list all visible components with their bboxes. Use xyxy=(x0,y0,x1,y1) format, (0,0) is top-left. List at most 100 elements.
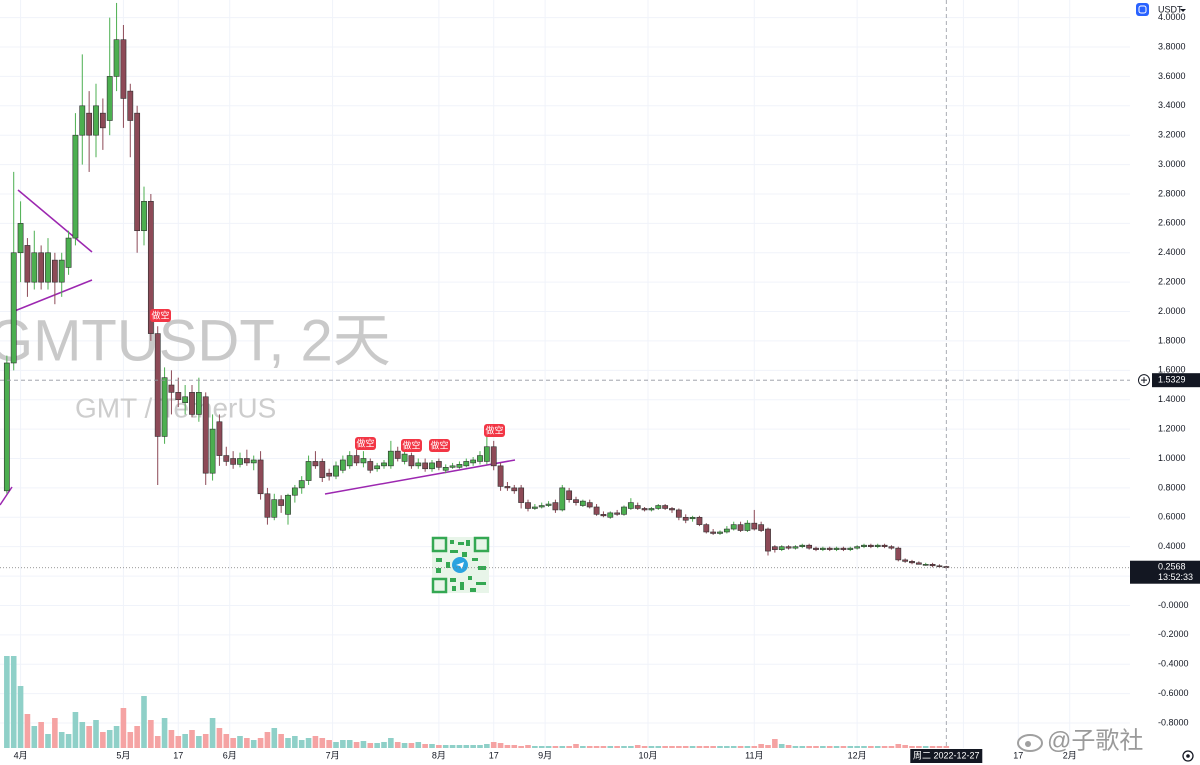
candle-body xyxy=(538,505,545,508)
y-tick-label: 4.0000 xyxy=(1158,12,1186,22)
volume-bar xyxy=(346,740,353,748)
x-tick-label: 12月 xyxy=(848,750,867,760)
y-tick-label: 1.6000 xyxy=(1158,365,1186,375)
volume-bar xyxy=(559,746,566,748)
volume-bar xyxy=(895,744,902,748)
last-price-badge xyxy=(1130,560,1200,584)
candle-body xyxy=(195,392,202,415)
volume-bar xyxy=(4,656,10,748)
volume-bar xyxy=(106,730,113,748)
candle-body xyxy=(360,458,367,464)
volume-bar xyxy=(518,746,524,748)
volume-bar xyxy=(737,746,744,748)
candle-body xyxy=(401,453,408,462)
candle-body xyxy=(31,252,38,283)
volume-bar xyxy=(154,736,161,748)
volume-bar xyxy=(182,734,188,748)
volume-bar xyxy=(573,744,579,748)
candle-body xyxy=(24,245,31,283)
volume-bar xyxy=(196,736,202,748)
volume-bar xyxy=(120,708,127,748)
candle-body xyxy=(429,462,435,470)
candle-body xyxy=(799,544,806,547)
x-tick-label: 11月 xyxy=(745,750,763,760)
volume-bar xyxy=(72,712,79,748)
candle-body xyxy=(765,528,771,552)
signal-label: 做空 xyxy=(485,424,503,435)
volume-bar xyxy=(10,656,17,748)
y-tick-label: 2.0000 xyxy=(1158,306,1186,316)
candle-body xyxy=(861,544,867,547)
y-tick-label: 3.2000 xyxy=(1158,130,1186,140)
y-tick-label: 3.0000 xyxy=(1158,159,1186,169)
qr-modules xyxy=(436,540,486,592)
candle-body xyxy=(758,524,765,531)
candle-body xyxy=(483,446,490,462)
volume-bar xyxy=(17,686,24,748)
volume-bar xyxy=(340,740,346,748)
volume-bar xyxy=(744,746,751,748)
candle-body xyxy=(723,528,730,533)
volume-bar xyxy=(504,745,511,748)
volume-bar xyxy=(888,746,895,748)
volume-bar xyxy=(641,746,648,748)
candle-body xyxy=(778,546,785,550)
candle-body xyxy=(346,455,353,467)
candle-body xyxy=(655,505,662,509)
y-tick-label: 3.6000 xyxy=(1158,71,1186,81)
volume-bar xyxy=(929,746,936,748)
volume-bar xyxy=(881,746,888,748)
volume-bar xyxy=(717,746,723,748)
volume-bar xyxy=(148,720,154,748)
candle-body xyxy=(641,508,648,511)
currency-icon[interactable] xyxy=(1136,3,1149,16)
trend-line xyxy=(324,459,516,495)
candle-body xyxy=(477,455,483,462)
candle-body xyxy=(511,487,518,492)
trend-lines xyxy=(0,189,516,506)
y-tick-label: -0.6000 xyxy=(1158,688,1189,698)
currency-menu[interactable]: USDT xyxy=(1136,3,1186,16)
candle-body xyxy=(847,547,854,550)
candle-body xyxy=(333,465,339,477)
volume-bar xyxy=(730,746,737,748)
volume-bar xyxy=(936,746,943,748)
signal-label: 做空 xyxy=(402,439,420,450)
volume-bar xyxy=(689,746,696,748)
volume-bar xyxy=(586,746,593,748)
candle-body xyxy=(442,467,449,471)
volume-bar xyxy=(902,745,908,748)
settings-gear[interactable] xyxy=(1182,750,1194,762)
volume-bar xyxy=(813,746,819,748)
candle-body xyxy=(922,564,929,566)
candle-body xyxy=(394,450,401,459)
volume-bar xyxy=(415,742,422,748)
candle-body xyxy=(586,502,593,508)
signal-badge xyxy=(150,309,171,322)
x-tick-label: 17 xyxy=(173,750,183,760)
currency-label[interactable]: USDT xyxy=(1158,4,1183,14)
volume-bar xyxy=(765,745,771,748)
signal-label: 做空 xyxy=(430,439,448,450)
signal-badge xyxy=(484,424,505,437)
volume-bar xyxy=(600,746,607,748)
candle-body xyxy=(669,508,675,511)
volume-bar xyxy=(161,718,168,748)
settings-button[interactable] xyxy=(1182,750,1194,762)
candle-body xyxy=(874,544,881,547)
volume-bar xyxy=(93,720,99,748)
candle-body xyxy=(45,252,51,283)
trend-line xyxy=(17,189,93,253)
crosshair-price-badge xyxy=(1152,373,1200,388)
x-tick-label: 7月 xyxy=(326,750,340,760)
volume-bar xyxy=(292,736,298,748)
volume-bar xyxy=(113,726,120,748)
candle-body xyxy=(230,458,237,465)
x-tick-label: 6月 xyxy=(223,750,237,760)
volume-bar xyxy=(442,745,449,748)
volume-bar xyxy=(785,745,792,748)
volume-bar xyxy=(833,746,840,748)
candle-body xyxy=(703,524,710,533)
candle-body xyxy=(936,565,943,568)
